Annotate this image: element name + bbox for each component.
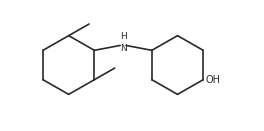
Text: OH: OH bbox=[205, 75, 220, 85]
Text: H: H bbox=[120, 32, 126, 40]
Text: N: N bbox=[120, 44, 126, 53]
